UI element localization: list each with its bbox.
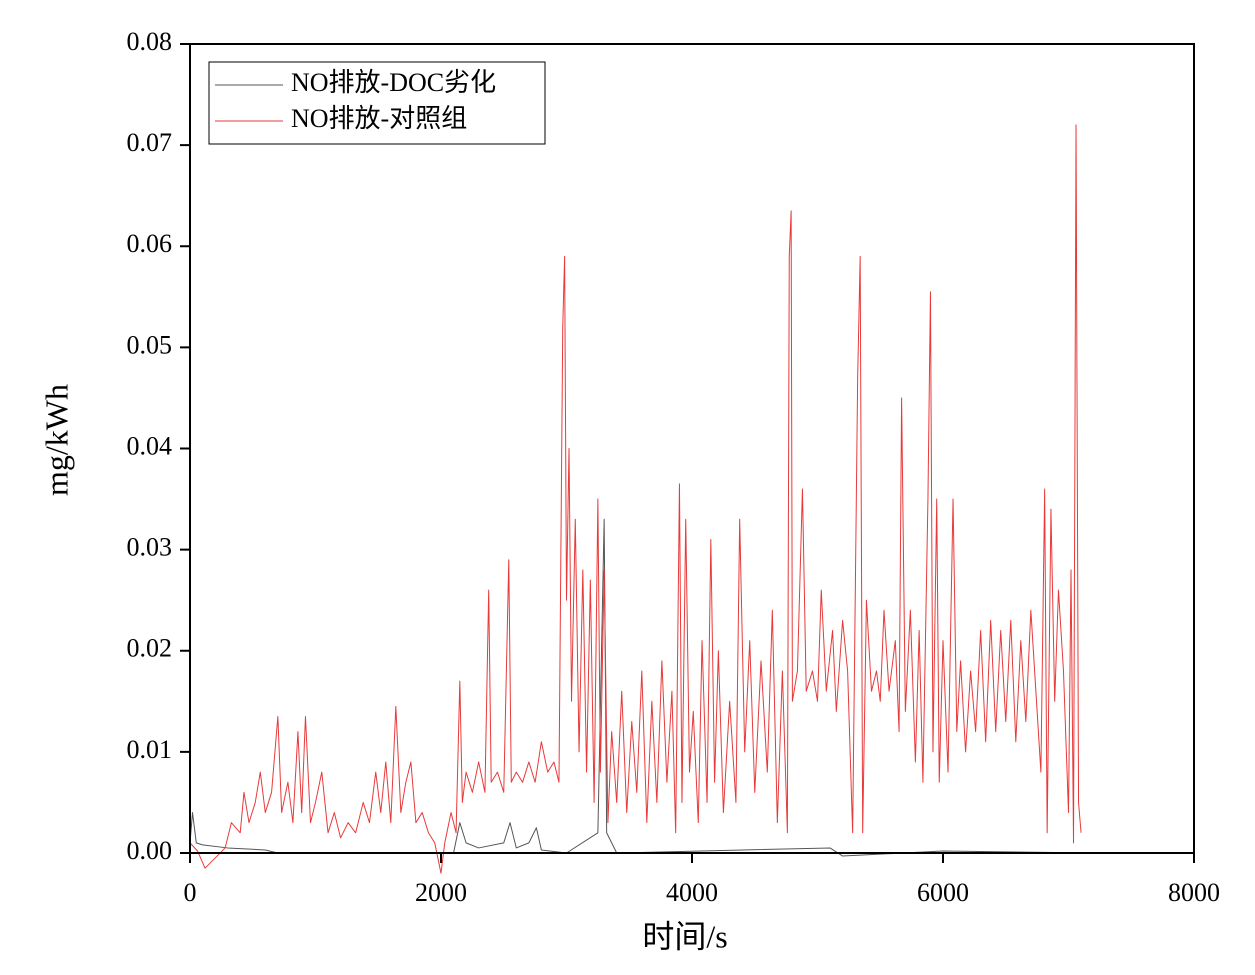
x-tick-label: 2000	[415, 878, 467, 907]
legend-label: NO排放-对照组	[291, 104, 467, 133]
y-tick-label: 0.07	[127, 128, 173, 157]
x-tick-label: 4000	[666, 878, 718, 907]
y-axis-label: mg/kWh	[38, 384, 74, 496]
y-tick-label: 0.01	[127, 735, 173, 764]
y-tick-label: 0.04	[127, 431, 173, 460]
legend-box	[208, 61, 546, 145]
x-tick-label: 0	[184, 878, 197, 907]
y-tick-label: 0.06	[127, 229, 173, 258]
x-axis-label: 时间/s	[642, 918, 727, 954]
data-line	[189, 518, 1094, 857]
y-tick-label: 0.08	[127, 27, 173, 56]
y-tick-label: 0.03	[127, 533, 173, 562]
y-tick-label: 0.02	[127, 634, 173, 663]
y-tick-label: 0.05	[127, 330, 173, 359]
x-tick-label: 6000	[917, 878, 969, 907]
x-tick-label: 8000	[1168, 878, 1220, 907]
data-line	[189, 124, 1082, 874]
legend-label: NO排放-DOC劣化	[291, 68, 496, 97]
y-tick-label: 0.00	[127, 836, 173, 865]
